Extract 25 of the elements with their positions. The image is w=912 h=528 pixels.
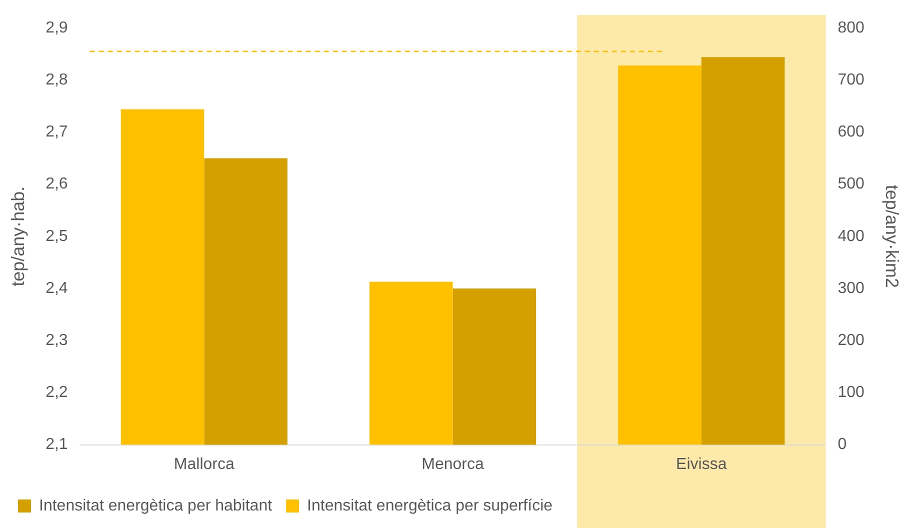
- y2-tick-label: 100: [838, 384, 864, 402]
- y-tick-label: 2,1: [46, 436, 68, 454]
- y-tick-label: 2,7: [46, 124, 68, 141]
- legend-label: Intensitat energètica per habitant: [39, 497, 273, 514]
- x-tick-label: Menorca: [422, 456, 484, 473]
- x-tick-label: Mallorca: [174, 456, 234, 473]
- y2-tick-label: 600: [838, 124, 864, 141]
- y-tick-label: 2,2: [46, 384, 68, 402]
- y-tick-label: 2,5: [46, 228, 68, 245]
- y-tick-label: 2,9: [46, 19, 68, 36]
- y2-tick-label: 0: [838, 436, 847, 454]
- y2-tick-label: 700: [838, 72, 864, 89]
- y2-tick-label: 800: [838, 19, 864, 36]
- y2-tick-label: 300: [838, 280, 864, 297]
- y-tick-label: 2,6: [46, 176, 68, 193]
- legend-label: Intensitat energètica per superfície: [307, 497, 553, 514]
- y-tick-label: 2,8: [46, 72, 68, 89]
- y2-axis-title: tep/any·kim2: [882, 184, 902, 288]
- y2-tick-label: 200: [838, 332, 864, 350]
- x-tick-label: Eivissa: [676, 456, 727, 473]
- y-axis-title: tep/any·hab.: [8, 186, 28, 286]
- y-tick-label: 2,4: [46, 280, 68, 297]
- y2-tick-label: 500: [838, 176, 864, 193]
- y-tick-label: 2,3: [46, 332, 68, 350]
- y2-tick-label: 400: [838, 228, 864, 245]
